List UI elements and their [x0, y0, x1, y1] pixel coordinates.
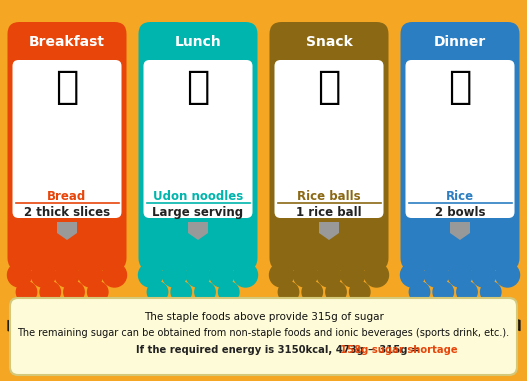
Circle shape	[148, 282, 168, 302]
Circle shape	[64, 282, 84, 302]
FancyBboxPatch shape	[269, 22, 388, 270]
Circle shape	[481, 282, 501, 302]
Circle shape	[349, 282, 370, 302]
Circle shape	[55, 263, 79, 287]
Text: Dinner: Dinner	[434, 35, 486, 49]
Circle shape	[16, 282, 37, 302]
Text: If the required energy is 3150kcal, 473g − 315g =: If the required energy is 3150kcal, 473g…	[135, 345, 422, 355]
Circle shape	[302, 282, 323, 302]
FancyBboxPatch shape	[143, 60, 252, 218]
Polygon shape	[188, 222, 208, 240]
Circle shape	[102, 263, 126, 287]
Text: 100g(400kcal): 100g(400kcal)	[409, 306, 511, 319]
Circle shape	[433, 282, 453, 302]
Circle shape	[278, 282, 299, 302]
FancyBboxPatch shape	[7, 22, 126, 270]
Circle shape	[401, 263, 425, 287]
Circle shape	[409, 282, 430, 302]
FancyBboxPatch shape	[275, 60, 384, 218]
Circle shape	[210, 263, 234, 287]
FancyBboxPatch shape	[139, 22, 258, 270]
Circle shape	[162, 263, 186, 287]
Circle shape	[472, 263, 496, 287]
Circle shape	[195, 282, 215, 302]
Circle shape	[7, 263, 32, 287]
Circle shape	[87, 282, 108, 302]
Text: 35g(140kcal): 35g(140kcal)	[283, 306, 375, 319]
Circle shape	[293, 263, 317, 287]
Text: 🍚: 🍚	[448, 68, 472, 106]
Circle shape	[448, 263, 472, 287]
Text: Large serving: Large serving	[152, 206, 243, 219]
Circle shape	[326, 282, 346, 302]
Polygon shape	[57, 222, 77, 240]
Text: 60g(240kcal): 60g(240kcal)	[21, 306, 113, 319]
Text: Bread: Bread	[47, 190, 86, 203]
Text: 158g sugar shortage: 158g sugar shortage	[339, 345, 457, 355]
Circle shape	[365, 263, 388, 287]
Polygon shape	[450, 222, 470, 240]
Circle shape	[317, 263, 341, 287]
Circle shape	[495, 263, 520, 287]
Text: 2 bowls: 2 bowls	[435, 206, 485, 219]
Text: Lunch: Lunch	[174, 35, 221, 49]
FancyBboxPatch shape	[10, 298, 517, 375]
Circle shape	[219, 282, 239, 302]
Polygon shape	[319, 222, 339, 240]
Circle shape	[341, 263, 365, 287]
Text: 🍞: 🍞	[55, 68, 79, 106]
Text: Snack: Snack	[306, 35, 353, 49]
FancyBboxPatch shape	[401, 22, 520, 270]
Text: Rice balls: Rice balls	[297, 190, 361, 203]
Text: 🍙: 🍙	[317, 68, 340, 106]
FancyBboxPatch shape	[13, 60, 122, 218]
Text: 1 rice ball: 1 rice ball	[296, 206, 362, 219]
Circle shape	[171, 282, 191, 302]
Circle shape	[139, 263, 162, 287]
Text: Breakfast: Breakfast	[29, 35, 105, 49]
Circle shape	[79, 263, 103, 287]
Text: Udon noodles: Udon noodles	[153, 190, 243, 203]
Text: 2 thick slices: 2 thick slices	[24, 206, 110, 219]
Text: 120g(480kcal): 120g(480kcal)	[148, 306, 249, 319]
Text: Rice: Rice	[446, 190, 474, 203]
Text: 🍜: 🍜	[187, 68, 210, 106]
Circle shape	[233, 263, 258, 287]
FancyBboxPatch shape	[405, 60, 514, 218]
Circle shape	[31, 263, 55, 287]
Circle shape	[269, 263, 294, 287]
Circle shape	[424, 263, 448, 287]
Circle shape	[40, 282, 61, 302]
Circle shape	[186, 263, 210, 287]
Circle shape	[457, 282, 477, 302]
Text: The staple foods above provide 315g of sugar: The staple foods above provide 315g of s…	[143, 312, 384, 322]
Text: The remaining sugar can be obtained from non-staple foods and ionic beverages (s: The remaining sugar can be obtained from…	[17, 328, 510, 338]
